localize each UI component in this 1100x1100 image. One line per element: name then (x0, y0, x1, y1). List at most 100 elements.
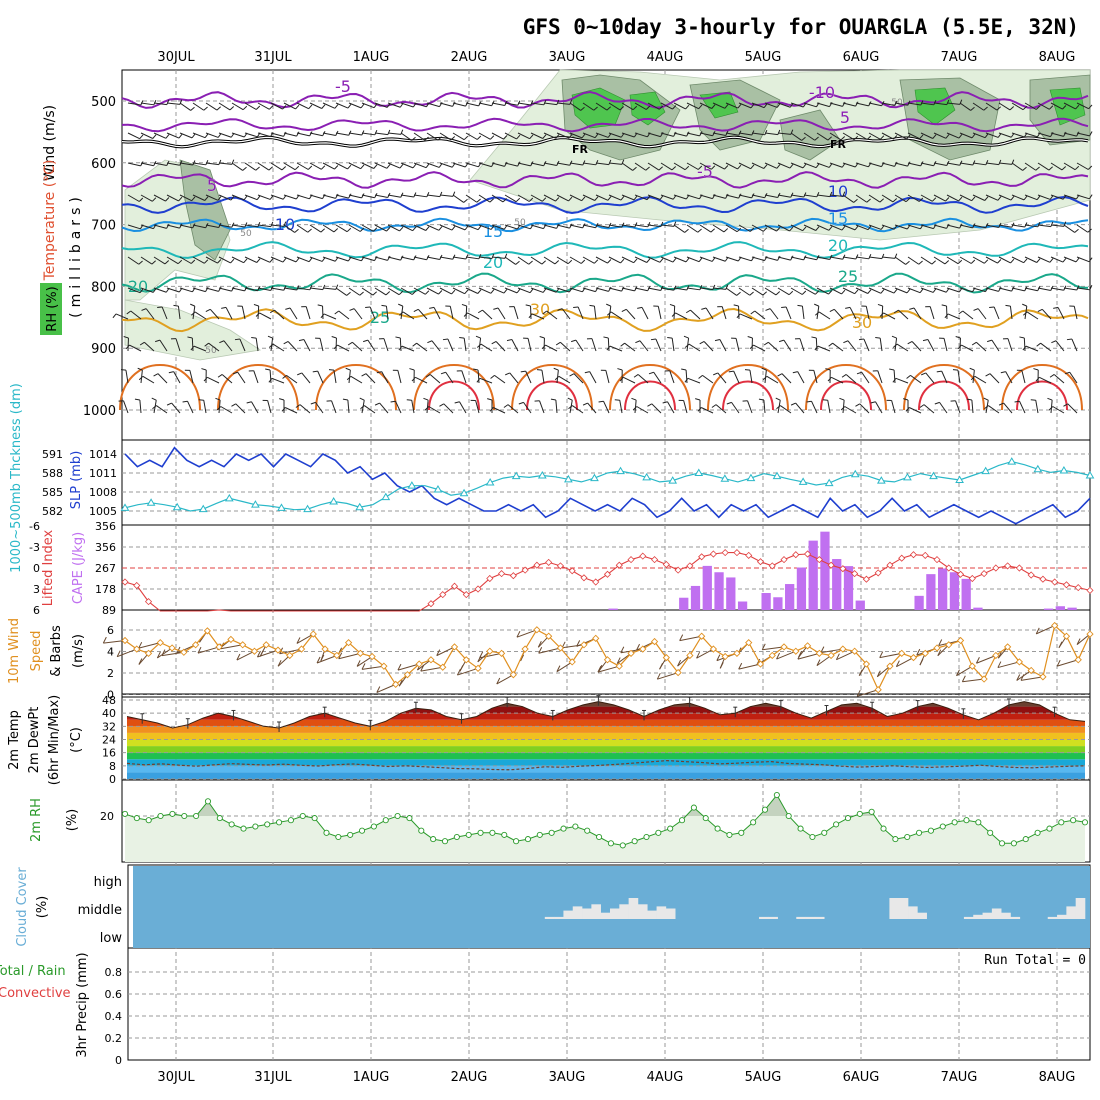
wind-speed-marker (874, 686, 882, 694)
wind-barb (582, 132, 596, 139)
wind-barb (842, 287, 855, 295)
pressure-tick-label: 700 (91, 219, 116, 234)
wind-barb-tick (801, 290, 807, 295)
wind-barb (673, 132, 687, 137)
wind-barb-tick (775, 397, 781, 401)
wind-barb-tick (251, 336, 257, 339)
wind-barb (816, 102, 830, 108)
wind-barb-tick (515, 260, 520, 265)
wind-barb-tick (1047, 397, 1053, 401)
wind-barb (621, 102, 634, 111)
contour-label: 20 (828, 236, 848, 255)
wind-barb (985, 162, 999, 166)
wind-barb (187, 401, 194, 414)
wind-barb-tick (387, 129, 391, 135)
wind-barb (374, 162, 388, 169)
wind-barb (816, 256, 830, 260)
wind-barb-tick (582, 223, 586, 229)
wind-barb-tick (918, 260, 923, 265)
wind10-label-c: & Barbs (49, 625, 64, 677)
top-date-label: 5AUG (745, 50, 782, 65)
wind-barb (191, 337, 194, 352)
wind-barb-tick (179, 223, 183, 229)
slp-tick-label: 1011 (89, 467, 117, 480)
rh-marker (596, 833, 603, 841)
wind-barb (161, 306, 168, 320)
wind-barb-tick (331, 336, 337, 339)
wind-barb (865, 306, 870, 320)
wind10-barb (296, 633, 314, 644)
wind-speed-marker (227, 635, 235, 644)
wind-barb-tick (138, 375, 144, 381)
wind-barb-tick (398, 290, 404, 296)
wind-barb-tick (828, 290, 833, 295)
wind-barb-tick (232, 371, 238, 375)
wind-barb (699, 194, 713, 200)
thickness-marker (616, 466, 625, 475)
wind-barb (144, 341, 155, 352)
wind-barb-tick (855, 403, 861, 407)
wind-barb (972, 162, 986, 166)
wind-barb-tick (671, 166, 677, 171)
wind-barb (244, 194, 258, 201)
li-marker (909, 551, 918, 559)
wind-barb-tick (906, 288, 911, 294)
wind-barb (621, 162, 633, 171)
wind-barb (374, 132, 388, 136)
wind10-barb-tick (257, 650, 261, 658)
rh2m-label: 2m RH (29, 798, 44, 842)
rh-marker (655, 829, 662, 836)
wind-barb-tick (165, 134, 170, 139)
contour-loop-outer (511, 364, 593, 411)
wind-speed-marker (980, 675, 988, 683)
wind-barb (556, 132, 570, 139)
rh-marker (1046, 825, 1053, 832)
wind-barb (309, 194, 323, 200)
wind-speed-marker (792, 647, 800, 655)
li-marker (803, 550, 812, 558)
wind-barb (587, 402, 597, 414)
wind-barb (322, 162, 335, 170)
wind-barb (1037, 132, 1051, 138)
wind10-barb-tick (459, 665, 464, 672)
wind-barb (790, 102, 804, 108)
top-date-label: 6AUG (843, 50, 880, 65)
wind-barb (572, 405, 584, 414)
wind-barb-tick (1062, 105, 1067, 110)
rh-line (124, 794, 1086, 846)
wind-barb (1076, 256, 1090, 263)
wind-barb (543, 102, 557, 106)
wind-barb-tick (219, 340, 225, 344)
wind10-barb (797, 652, 820, 660)
wind-barb-tick (606, 303, 612, 307)
thickness-marker (537, 471, 547, 479)
wind-barb-tick (711, 104, 716, 109)
wind10-barb (197, 646, 220, 654)
wind-barb-tick (515, 197, 521, 203)
wind-barb (1057, 307, 1065, 320)
wind-barb-tick (776, 405, 781, 410)
wind10-label-b: Speed (29, 631, 44, 672)
wind-barb (387, 162, 401, 169)
wind-barb (209, 309, 220, 320)
wind-barb (1050, 132, 1064, 137)
wind-barb (157, 373, 168, 384)
cloud-middle-bar (796, 916, 806, 919)
wind-barb-tick (571, 339, 577, 343)
wind-barb-tick (334, 165, 339, 170)
wind-barb (461, 370, 467, 384)
wind-barb-tick (1019, 336, 1025, 339)
wind-barb (920, 132, 933, 139)
wind-barb-tick (594, 259, 599, 264)
wind-barb-tick (489, 198, 494, 203)
wind-barb-tick (984, 405, 989, 410)
wind-barb-tick (139, 341, 145, 346)
wind-barb-tick (528, 260, 533, 265)
wind-speed-marker (639, 645, 647, 653)
rh-contour-label: 50 (205, 346, 217, 356)
wind-barb (385, 306, 389, 320)
rh-2m-panel: 20 (100, 791, 1090, 862)
wind-barb-tick (373, 164, 378, 169)
wind-barb (270, 256, 284, 263)
wind10-barb-tick (520, 654, 524, 662)
